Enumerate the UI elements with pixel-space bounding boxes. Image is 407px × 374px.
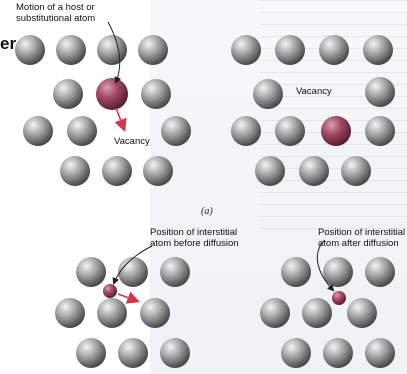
host-atom xyxy=(275,35,305,65)
host-atom xyxy=(260,298,290,328)
host-atom xyxy=(67,116,97,146)
motion-label: Motion of a host or substitutional atom xyxy=(16,2,96,24)
vacancy-before-lattice xyxy=(15,21,191,186)
host-atom xyxy=(365,338,395,368)
host-atom xyxy=(281,338,311,368)
interstitial-before-leader-line xyxy=(112,245,153,285)
host-atom xyxy=(97,298,127,328)
host-atom xyxy=(161,116,191,146)
vacancy-label-left: Vacancy xyxy=(114,136,150,147)
cut-off-text-fragment: er xyxy=(0,34,17,53)
host-atom xyxy=(341,156,371,186)
substitutional-atom xyxy=(96,78,128,110)
interstitial-after-lattice xyxy=(260,239,395,368)
host-atom xyxy=(365,257,395,287)
host-atom xyxy=(53,79,83,109)
host-atom xyxy=(231,35,261,65)
host-atom xyxy=(281,257,311,287)
host-atom xyxy=(23,116,53,146)
interstitial-atom xyxy=(332,291,346,305)
host-atom xyxy=(118,338,148,368)
vacancy-after-lattice xyxy=(231,35,395,186)
host-atom xyxy=(299,156,329,186)
vacancy-label-right: Vacancy xyxy=(296,86,332,97)
interstitial-motion-arrow xyxy=(117,291,141,304)
host-atom xyxy=(141,79,171,109)
host-atom xyxy=(255,156,285,186)
host-atom xyxy=(347,298,377,328)
interstitial-after-leader-line xyxy=(316,239,335,292)
host-atom xyxy=(363,35,393,65)
host-atom xyxy=(365,116,395,146)
interstitial-after-label: Position of interstitial atom after diff… xyxy=(318,227,406,249)
host-atom xyxy=(76,257,106,287)
host-atom xyxy=(365,77,395,107)
host-atom xyxy=(56,35,86,65)
host-atom xyxy=(97,35,127,65)
substitutional-atom xyxy=(321,116,351,146)
host-atom xyxy=(15,35,45,65)
interstitial-atom xyxy=(103,284,117,298)
host-atom xyxy=(143,156,173,186)
host-atom xyxy=(231,116,261,146)
host-atom xyxy=(55,298,85,328)
motion-arrow xyxy=(114,107,127,132)
motion-leader-line xyxy=(107,21,122,84)
host-atom xyxy=(160,257,190,287)
host-atom xyxy=(160,338,190,368)
host-atom xyxy=(323,257,353,287)
host-atom xyxy=(118,257,148,287)
host-atom xyxy=(302,298,332,328)
host-atom xyxy=(319,35,349,65)
host-atom xyxy=(102,156,132,186)
host-atom xyxy=(138,35,168,65)
host-atom xyxy=(60,156,90,186)
host-atom xyxy=(76,338,106,368)
host-atom xyxy=(253,79,283,109)
interstitial-before-lattice xyxy=(55,245,190,368)
caption-a: (a) xyxy=(201,206,213,217)
host-atom xyxy=(140,298,170,328)
interstitial-before-label: Position of interstitial atom before dif… xyxy=(150,227,239,249)
host-atom xyxy=(275,116,305,146)
host-atom xyxy=(323,338,353,368)
